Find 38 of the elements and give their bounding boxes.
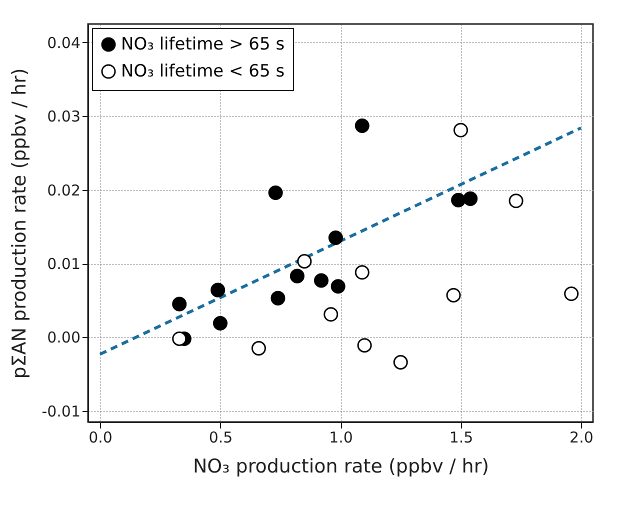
point [393,355,408,370]
x-tick-label: 2.0 [570,428,594,446]
point [330,279,346,294]
x-tick-label: 1.0 [329,428,353,446]
point [172,296,187,312]
point [564,286,579,302]
point [324,307,338,322]
point [172,331,187,346]
point [314,273,329,288]
point [268,186,283,200]
point [328,230,343,245]
point [354,118,370,133]
point [251,341,266,356]
point [451,192,466,208]
x-tick-label: 1.5 [449,428,474,446]
x-tick-label: 0.0 [88,428,112,446]
y-tick-label: 0.00 [47,328,80,347]
y-tick-label: 0.04 [47,34,80,52]
x-axis-title: NO₃ production rate (ppbv / hr) [192,456,490,478]
point [212,316,228,330]
point [210,282,226,298]
point [270,290,286,306]
x-tick-label: 0.5 [208,428,233,446]
y-tick-label: 0.03 [47,108,80,126]
legend-label: NO₃ lifetime < 65 s [121,62,285,82]
point [290,268,304,284]
point [354,265,370,280]
point [357,338,372,353]
point [446,288,461,302]
point [453,122,468,138]
y-axis-title: pΣAN production rate (ppbv / hr) [8,68,31,379]
y-tick-label: -0.01 [42,402,80,420]
legend-label: NO₃ lifetime > 65 s [121,34,285,54]
point [297,254,312,269]
y-tick-label: 0.01 [47,255,80,274]
point [463,191,478,206]
y-tick-label: 0.02 [47,181,80,200]
point [508,194,524,208]
